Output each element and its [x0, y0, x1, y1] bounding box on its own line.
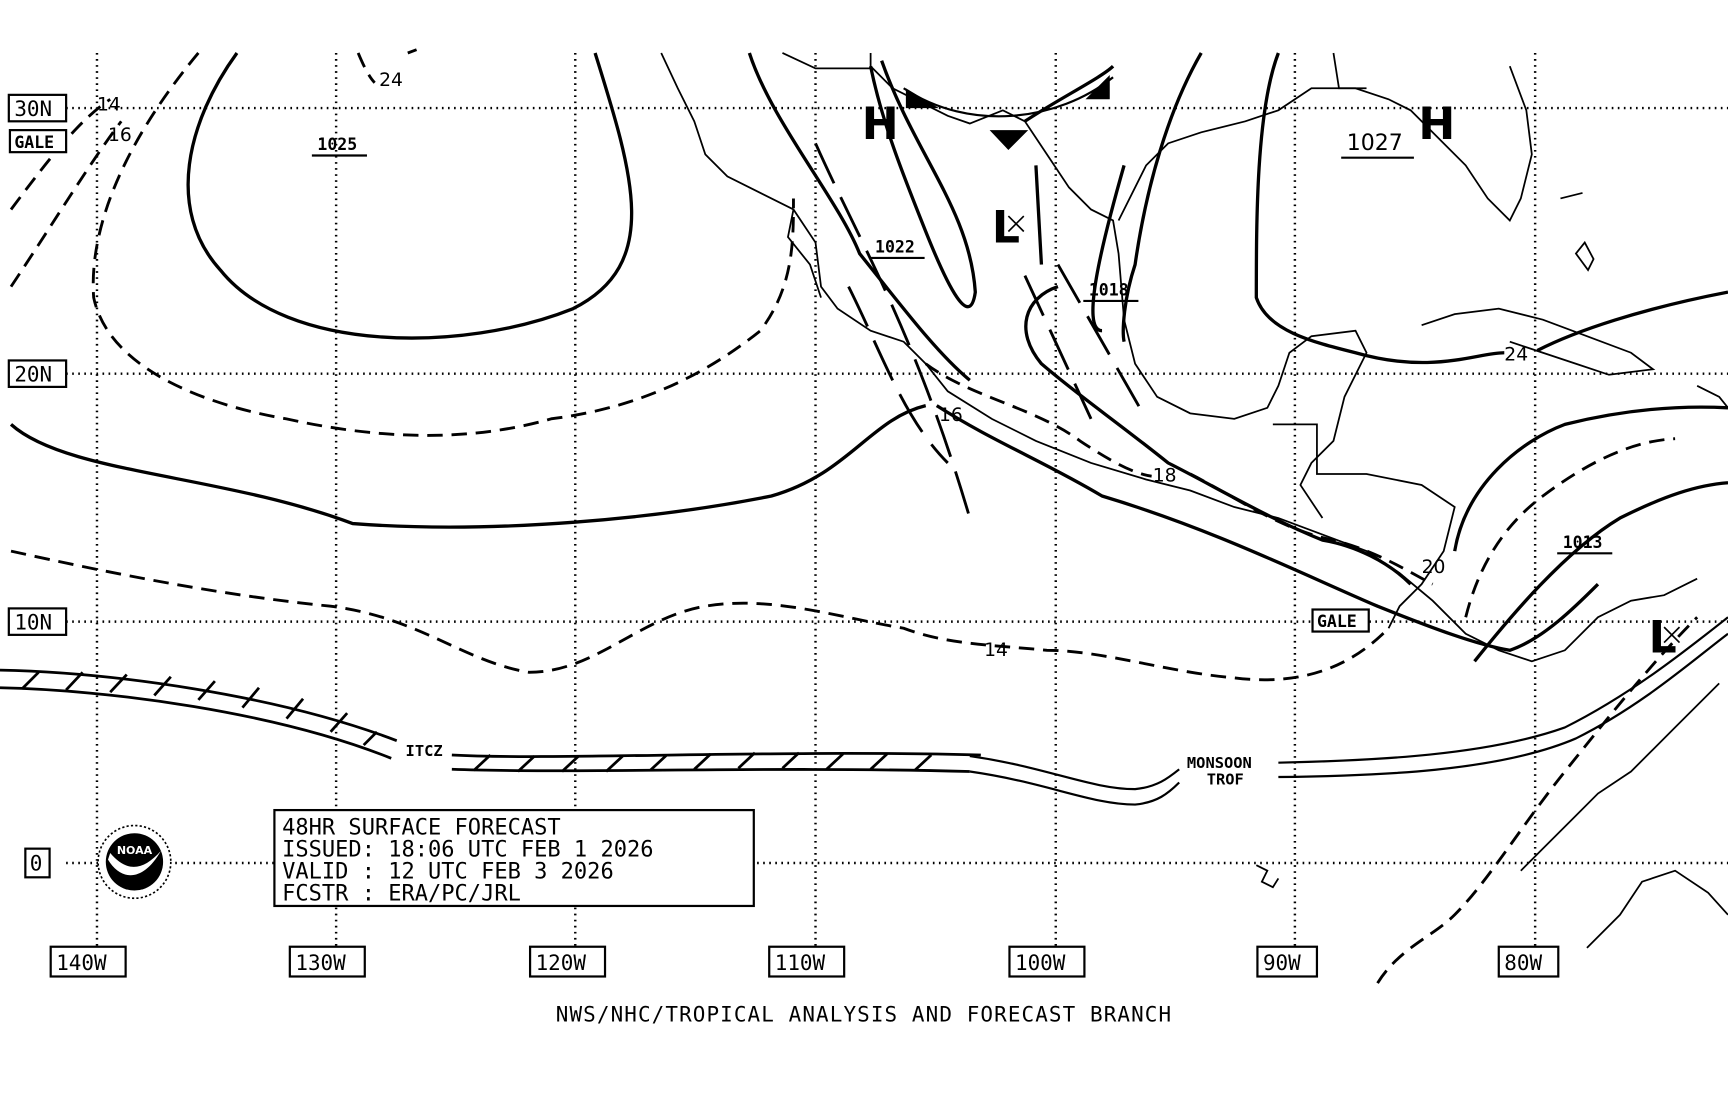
lon-label-120w: 120W	[536, 951, 587, 975]
front-barb	[905, 75, 1110, 150]
sea-height-label: 18	[1153, 466, 1177, 487]
sea-height-label: 14	[984, 640, 1008, 661]
sea-height-label: 14	[97, 94, 121, 115]
noaa-logo-text: NOAA	[117, 844, 153, 857]
longitude-labels: 140W 130W 120W 110W 100W 90W 80W	[49, 945, 1560, 978]
lat-label-10n: 10N	[14, 610, 52, 634]
low-pressure-center: L	[992, 203, 1020, 254]
gale-label: GALE	[14, 133, 54, 152]
monsoon-trof-label: MONSOON	[1187, 754, 1252, 772]
low-center-x-icon	[1007, 215, 1025, 233]
stationary-front	[903, 75, 1114, 150]
sea-height-label: 16	[939, 405, 963, 426]
lat-label-0: 0	[30, 852, 43, 876]
footer-credit: NWS/NHC/TROPICAL ANALYSIS AND FORECAST B…	[556, 1003, 1172, 1027]
lat-label-20n: 20N	[14, 362, 52, 386]
gale-labels: GALE GALE	[8, 129, 1370, 633]
lon-label-100w: 100W	[1015, 951, 1066, 975]
forecast-info-box: 48HR SURFACE FORECAST ISSUED: 18:06 UTC …	[273, 808, 755, 908]
forecast-title: 48HR SURFACE FORECAST	[282, 815, 561, 840]
high-pressure-center: H	[1418, 99, 1455, 150]
lon-label-140w: 140W	[56, 951, 107, 975]
isobar-label-1022: 1022	[875, 237, 915, 256]
sea-height-label: 20	[1422, 557, 1446, 578]
monsoon-trof-label: TROF	[1207, 771, 1244, 789]
isobar-label-1013: 1013	[1563, 533, 1603, 552]
sea-height-label: 24	[379, 70, 403, 91]
lon-label-90w: 90W	[1263, 951, 1301, 975]
pressure-centers: H L H L	[862, 99, 1681, 663]
high-pressure-center: H	[862, 99, 899, 150]
itcz-label: ITCZ	[406, 742, 443, 760]
isobar-label-1018: 1018	[1089, 280, 1129, 299]
itcz-band	[0, 616, 1728, 806]
sea-height-label: 16	[108, 125, 132, 146]
lon-label-130w: 130W	[295, 951, 346, 975]
sea-height-labels: 14 16 24 16 18 20 14 24	[97, 70, 1528, 661]
isobar-label-1025: 1025	[317, 135, 357, 154]
coastlines	[660, 52, 1728, 949]
noaa-logo: NOAA	[97, 824, 172, 900]
lon-label-80w: 80W	[1504, 951, 1542, 975]
latitude-labels: 30N 20N 10N 0	[7, 93, 68, 879]
valid-time: VALID : 12 UTC FEB 3 2026	[282, 859, 614, 884]
feature-labels: ITCZ MONSOON TROF	[406, 742, 1252, 789]
gale-label: GALE	[1317, 612, 1357, 631]
lat-lon-grid	[66, 52, 1728, 946]
forecasters: FCSTR : ERA/PC/JRL	[282, 881, 521, 906]
sea-height-label: 24	[1504, 344, 1528, 365]
isobars	[9, 52, 1728, 663]
sea-height-contours	[9, 48, 1699, 984]
lon-label-110w: 110W	[775, 951, 826, 975]
issued-time: ISSUED: 18:06 UTC FEB 1 2026	[282, 837, 653, 862]
pressure-labels: 1025 1022 1018 1027 1013	[311, 131, 1613, 555]
isobar-label-1027: 1027	[1347, 131, 1403, 156]
low-pressure-center: L	[1649, 612, 1677, 663]
lat-label-30n: 30N	[14, 97, 52, 121]
low-center-x-icon	[1663, 626, 1681, 644]
